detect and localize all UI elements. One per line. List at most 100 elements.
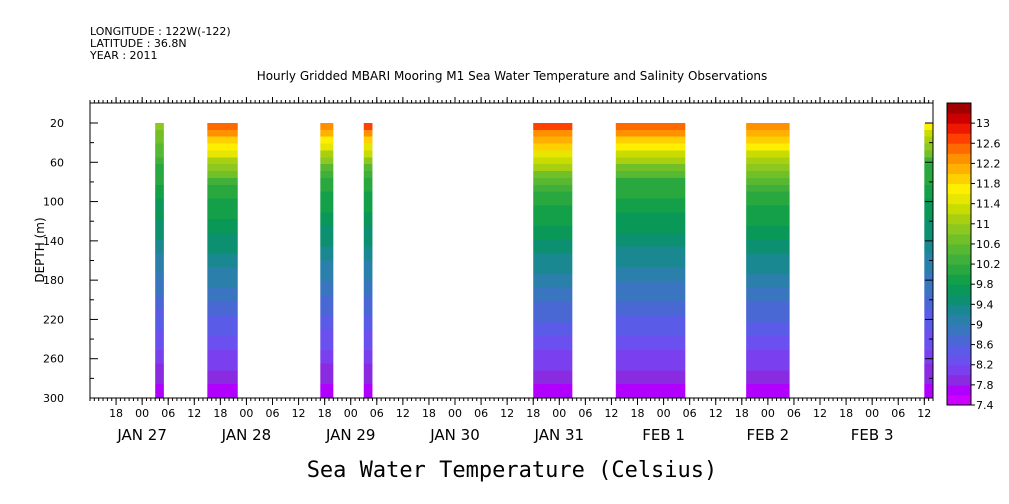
- colorbar-swatch: [947, 294, 971, 305]
- colorbar-swatch: [947, 113, 971, 124]
- colorbar-swatch: [947, 304, 971, 315]
- colorbar-label: 10.2: [976, 258, 1001, 271]
- year-label: YEAR : 2011: [89, 49, 158, 62]
- x-tick-label: 06: [891, 407, 905, 420]
- y-tick-label: 220: [43, 313, 64, 326]
- colorbar-label: 12.2: [976, 157, 1001, 170]
- colorbar-swatch: [947, 143, 971, 154]
- data-block: [533, 123, 573, 398]
- colorbar-swatch: [947, 213, 971, 225]
- x-date-label: FEB 3: [851, 426, 894, 444]
- y-axis: 20 60 100 140 180 220 260 300: [43, 117, 933, 405]
- y-tick-label: 180: [43, 274, 64, 287]
- colorbar-label: 13: [976, 117, 990, 130]
- colorbar-label: 8.2: [976, 359, 994, 372]
- x-tick-label: 00: [448, 407, 462, 420]
- x-date-label: JAN 28: [221, 426, 272, 444]
- data-block: [924, 123, 933, 398]
- x-tick-label: 18: [839, 407, 853, 420]
- colorbar-swatch: [947, 163, 971, 174]
- data-block: [320, 123, 334, 398]
- x-date-label: JAN 29: [325, 426, 376, 444]
- colorbar-swatch: [947, 274, 971, 285]
- colorbar-label: 7.4: [976, 399, 994, 412]
- colorbar-swatch: [947, 203, 971, 215]
- colorbar-label: 9.4: [976, 298, 994, 311]
- colorbar-label: 11.8: [976, 178, 1001, 191]
- x-tick-label: 06: [787, 407, 801, 420]
- colorbar-swatch: [947, 133, 971, 144]
- x-tick-label: 00: [761, 407, 775, 420]
- x-tick-label: 18: [422, 407, 436, 420]
- colorbar-swatch: [947, 314, 971, 325]
- colorbar-label: 12.6: [976, 137, 1001, 150]
- x-tick-label: 00: [239, 407, 253, 420]
- x-tick-label: 12: [604, 407, 618, 420]
- colorbar-label: 9.8: [976, 278, 994, 291]
- x-tick-label: 12: [500, 407, 514, 420]
- x-tick-label: 12: [709, 407, 723, 420]
- colorbar-swatch: [947, 354, 971, 366]
- colorbar-frame: [946, 102, 972, 406]
- x-tick-label: 12: [813, 407, 827, 420]
- colorbar-swatch: [947, 153, 971, 164]
- chart-title: Hourly Gridded MBARI Mooring M1 Sea Wate…: [257, 69, 768, 83]
- colorbar-swatch: [947, 334, 971, 346]
- colorbar-label: 10.6: [976, 238, 1001, 251]
- x-tick-label: 06: [161, 407, 175, 420]
- colorbar-swatch: [947, 264, 971, 275]
- colorbar-label: 7.8: [976, 379, 994, 392]
- x-tick-label: 00: [135, 407, 149, 420]
- data-block: [746, 123, 790, 398]
- x-date-label: JAN 27: [116, 426, 167, 444]
- colorbar-swatch: [947, 123, 971, 134]
- x-tick-label: 18: [526, 407, 540, 420]
- x-date-label: FEB 1: [642, 426, 685, 444]
- data-block: [615, 123, 686, 398]
- colorbar-swatch: [947, 243, 971, 255]
- x-tick-label: 06: [474, 407, 488, 420]
- x-tick-label: 18: [735, 407, 749, 420]
- longitude-label: LONGITUDE : 122W(-122): [90, 25, 231, 38]
- x-date-label: JAN 30: [429, 426, 480, 444]
- data-block: [363, 123, 373, 398]
- x-tick-label: 00: [552, 407, 566, 420]
- x-tick-label: 06: [266, 407, 280, 420]
- colorbar-swatch: [947, 364, 971, 376]
- colorbar-label: 9: [976, 318, 983, 331]
- colorbar: 7.4 7.8 8.2 8.6 9 9.4 9.8 10.2 10.6 11 11.4 11.8 12.…: [946, 102, 1001, 412]
- colorbar-swatch: [947, 374, 971, 386]
- colorbar-label: 8.6: [976, 339, 994, 352]
- x-tick-label: 18: [318, 407, 332, 420]
- data-block: [207, 123, 238, 398]
- x-tick-label: 00: [344, 407, 358, 420]
- x-tick-label: 06: [370, 407, 384, 420]
- x-date-label: FEB 2: [747, 426, 790, 444]
- x-tick-label: 12: [292, 407, 306, 420]
- colorbar-swatch: [947, 254, 971, 265]
- colorbar-swatch: [947, 183, 971, 195]
- colorbar-swatch: [947, 223, 971, 235]
- x-axis: 18 00 06 12 18 00 06 12 18 00 06 12 18 00 06 12 18 00 06 12…: [89, 97, 934, 444]
- x-tick-label: 00: [657, 407, 671, 420]
- colorbar-swatch: [947, 284, 971, 295]
- colorbar-label: 11: [976, 218, 990, 231]
- y-tick-label: 100: [43, 196, 64, 209]
- y-tick-label: 140: [43, 235, 64, 248]
- x-tick-label: 12: [396, 407, 410, 420]
- y-axis-label: DEPTH (m): [33, 217, 47, 282]
- y-tick-label: 260: [43, 353, 64, 366]
- x-tick-label: 18: [109, 407, 123, 420]
- latitude-label: LATITUDE : 36.8N: [90, 37, 187, 50]
- colorbar-swatch: [947, 384, 971, 396]
- x-tick-label: 18: [631, 407, 645, 420]
- x-tick-label: 06: [578, 407, 592, 420]
- colorbar-swatch: [947, 193, 971, 205]
- x-tick-label: 18: [213, 407, 227, 420]
- colorbar-swatch: [947, 173, 971, 185]
- colorbar-swatch: [947, 233, 971, 245]
- colorbar-label: 11.4: [976, 198, 1001, 211]
- x-date-label: JAN 31: [534, 426, 585, 444]
- data-block: [155, 123, 164, 398]
